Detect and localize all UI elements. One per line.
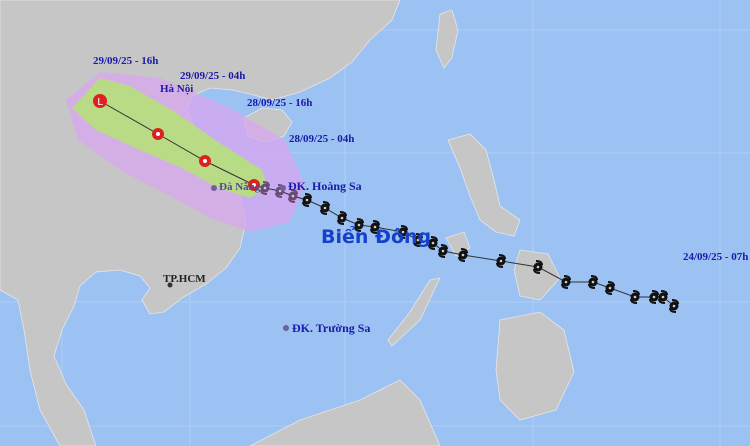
label-hoang-sa: ĐK. Hoàng Sa (288, 179, 362, 193)
tropical-storm-icon-past (438, 244, 448, 258)
city-dot-icon (283, 325, 289, 331)
taiwan-island (435, 9, 459, 69)
tropical-storm-icon-past (260, 181, 270, 195)
land (0, 0, 575, 446)
low-pressure-icon: L (93, 94, 107, 108)
borneo-island (249, 379, 441, 446)
tropical-storm-icon-past (370, 220, 380, 234)
tropical-storm-icon-forecast (152, 128, 164, 140)
tropical-storm-icon-past (413, 233, 423, 247)
time-label-start: 24/09/25 - 07h (683, 251, 749, 263)
city-dots (167, 185, 289, 331)
tropical-storm-icon-past (428, 236, 438, 250)
tropical-storm-icon-past (288, 189, 298, 203)
tropical-storm-icon-past (588, 275, 598, 289)
tropical-storm-icon-past (561, 275, 571, 289)
time-label: 28/09/25 - 16h (247, 97, 313, 109)
city-label-tphcm: TP.HCM (163, 273, 206, 285)
tropical-storm-icon-past (320, 201, 330, 215)
tropical-storm-icon-past (649, 290, 659, 304)
tropical-storm-icon-past (302, 193, 312, 207)
tropical-storm-icon-past (605, 281, 615, 295)
time-label: 29/09/25 - 16h (93, 55, 159, 67)
palawan-island (387, 277, 441, 347)
svg-text:L: L (97, 97, 103, 108)
tropical-storm-icon-past (630, 290, 640, 304)
forecast-points: L (93, 94, 260, 191)
tropical-storm-icon-past (533, 260, 543, 274)
tropical-storm-icon-past (658, 290, 668, 304)
time-label: 28/09/25 - 04h (289, 133, 355, 145)
mindanao-island (495, 311, 575, 421)
luzon-island (447, 133, 521, 237)
label-truong-sa: ĐK. Trường Sa (292, 321, 371, 335)
tropical-storm-icon-forecast (199, 155, 211, 167)
tropical-storm-icon-past (398, 225, 408, 239)
city-label-hanoi: Hà Nội (160, 83, 194, 95)
tropical-storm-icon-past (669, 299, 679, 313)
past-track-points (260, 181, 679, 313)
city-dot-icon (211, 185, 217, 191)
tropical-storm-icon-past (458, 248, 468, 262)
city-label-danang: Đà Nẵng (219, 181, 261, 193)
tropical-storm-icon-past (354, 218, 364, 232)
tropical-storm-icon-past (337, 211, 347, 225)
sea-label-bien-dong: Biển Đông (321, 226, 432, 248)
city-dot-icon (167, 282, 173, 288)
time-label: 29/09/25 - 04h (180, 70, 246, 82)
tropical-storm-icon-past (496, 254, 506, 268)
city-dot-icon (280, 185, 286, 191)
tropical-storm-icon-current (248, 179, 260, 191)
visayas-islands (513, 249, 561, 301)
